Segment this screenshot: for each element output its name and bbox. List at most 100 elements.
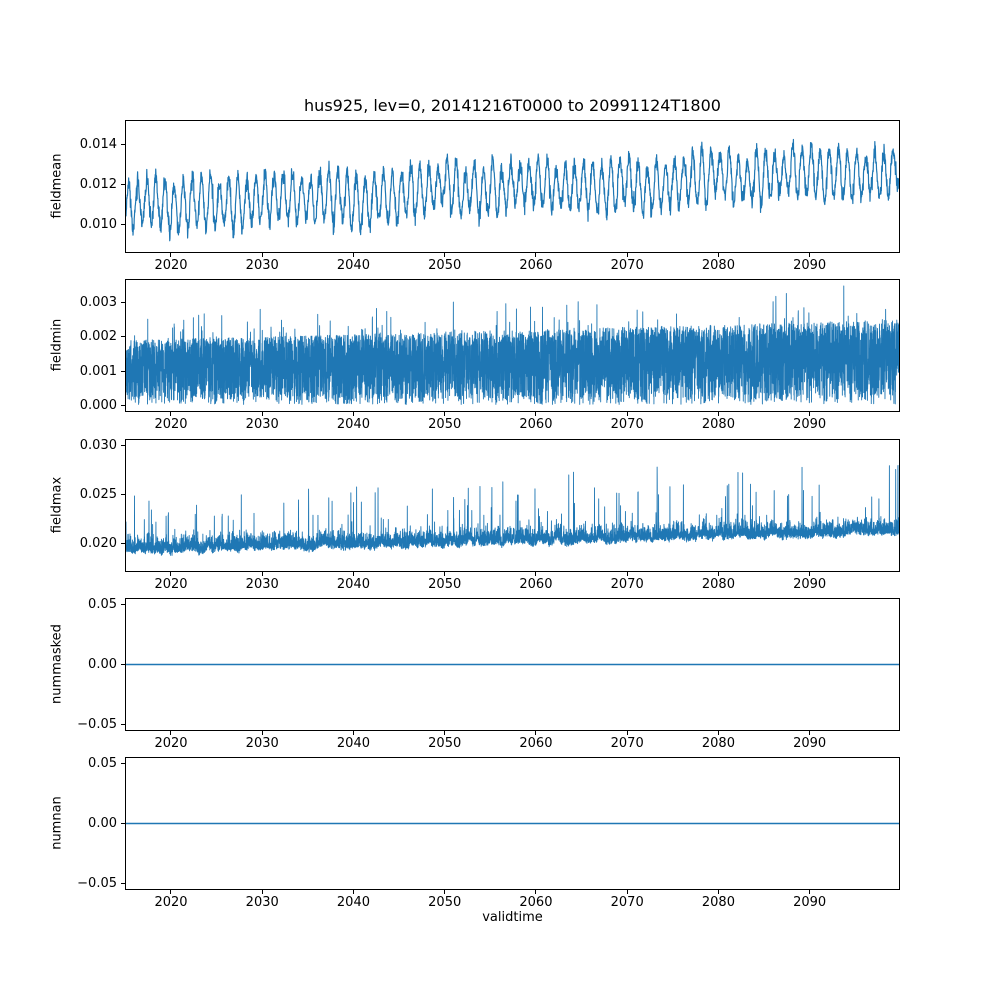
y-tick-label: 0.05: [88, 755, 117, 771]
x-tick-mark: [170, 731, 172, 735]
x-tick-label: 2070: [610, 577, 644, 592]
y-tick-label: −0.05: [77, 876, 117, 892]
x-tick-mark: [626, 731, 628, 735]
y-tick-mark: [121, 823, 125, 824]
line-plot-fieldmean: [126, 121, 899, 252]
x-tick-mark: [717, 412, 719, 416]
x-tick-mark: [444, 412, 446, 416]
x-tick-label: 2080: [701, 417, 735, 432]
x-tick-label: 2050: [428, 736, 462, 751]
x-tick-mark: [352, 731, 354, 735]
x-tick-mark: [809, 731, 811, 735]
x-tick-mark: [352, 890, 354, 894]
panel-fieldmin: fieldmin 0.000 0.001 0.002 0.003 2020 2030 204…: [0, 279, 1000, 432]
y-tick-mark: [121, 224, 125, 226]
x-tick-mark: [717, 572, 719, 576]
x-tick-mark: [444, 731, 446, 735]
y-tick-label: 0.000: [79, 398, 117, 414]
x-tick-mark: [352, 572, 354, 576]
x-tick-label: 2090: [793, 895, 827, 910]
x-tick-label: 2080: [701, 258, 735, 273]
x-tick-label: 2080: [701, 577, 735, 592]
y-tick-mark: [121, 445, 125, 447]
plot-area-fieldmax: [125, 439, 900, 572]
plot-area-nummasked: [125, 598, 900, 731]
x-tick-label: 2020: [154, 417, 188, 432]
x-tick-label: 2060: [519, 577, 553, 592]
y-tick-mark: [121, 543, 125, 545]
x-tick-mark: [809, 412, 811, 416]
x-tick-mark: [535, 890, 537, 894]
x-tick-mark: [170, 253, 172, 257]
y-tick-label: 0.003: [79, 294, 117, 310]
x-tick-mark: [626, 253, 628, 257]
panel-nummasked: nummasked −0.05 0.00 0.05 2020 2030 2040 2050 2…: [0, 596, 1000, 751]
line-plot-fieldmax: [126, 440, 899, 571]
x-tick-mark: [809, 890, 811, 894]
x-tick-mark: [170, 572, 172, 576]
x-tick-mark: [444, 572, 446, 576]
x-tick-mark: [626, 572, 628, 576]
x-tick-mark: [444, 890, 446, 894]
x-tick-label: 2090: [793, 736, 827, 751]
x-tick-label: 2030: [245, 258, 279, 273]
x-tick-mark: [717, 890, 719, 894]
line-plot-fieldmin: [126, 280, 899, 411]
y-tick-label: 0.05: [88, 596, 117, 612]
x-tick-mark: [261, 253, 263, 257]
x-tick-label: 2080: [701, 895, 735, 910]
y-tick-mark: [121, 336, 125, 338]
y-tick-mark: [121, 603, 125, 605]
x-tick-mark: [535, 572, 537, 576]
x-tick-label: 2070: [610, 736, 644, 751]
x-tick-label: 2050: [428, 577, 462, 592]
x-tick-mark: [261, 731, 263, 735]
x-tick-mark: [170, 890, 172, 894]
y-tick-mark: [121, 301, 125, 303]
figure-title: hus925, lev=0, 20141216T0000 to 20991124…: [304, 96, 721, 115]
x-tick-mark: [809, 572, 811, 576]
x-tick-mark: [261, 572, 263, 576]
x-tick-label: 2040: [336, 736, 370, 751]
y-tick-label: 0.014: [79, 136, 117, 152]
x-tick-label: 2060: [519, 736, 553, 751]
x-tick-label: 2020: [154, 895, 188, 910]
panel-fieldmax: fieldmax 0.020 0.025 0.030 2020 2030 2040 2050…: [0, 438, 1000, 592]
panel-fieldmean: fieldmean 0.010 0.012 0.014 2020 2030 2040 205…: [0, 120, 1000, 273]
y-tick-label: 0.025: [79, 487, 117, 503]
x-tick-label: 2050: [428, 895, 462, 910]
x-tick-label: 2070: [610, 258, 644, 273]
line-plot-numnan: [126, 758, 899, 889]
y-tick-mark: [121, 664, 125, 665]
y-tick-label: 0.00: [88, 657, 117, 672]
x-tick-mark: [170, 412, 172, 416]
x-axis-label: validtime: [482, 910, 543, 925]
x-tick-label: 2020: [154, 577, 188, 592]
y-tick-mark: [121, 724, 125, 726]
y-tick-label: 0.020: [79, 536, 117, 552]
y-tick-label: 0.030: [79, 438, 117, 454]
y-tick-label: 0.001: [79, 363, 117, 379]
y-tick-mark: [121, 883, 125, 885]
y-tick-label: 0.002: [79, 329, 117, 345]
x-tick-label: 2070: [610, 417, 644, 432]
y-axis-label-fieldmax: fieldmax: [49, 476, 65, 534]
y-tick-mark: [121, 370, 125, 372]
x-tick-label: 2090: [793, 577, 827, 592]
x-tick-label: 2060: [519, 895, 553, 910]
x-tick-label: 2070: [610, 895, 644, 910]
x-tick-label: 2040: [336, 577, 370, 592]
x-tick-label: 2090: [793, 417, 827, 432]
x-tick-label: 2040: [336, 417, 370, 432]
y-tick-mark: [121, 405, 125, 407]
x-tick-mark: [352, 253, 354, 257]
y-tick-label: 0.010: [79, 217, 117, 233]
x-tick-label: 2040: [336, 258, 370, 273]
x-tick-label: 2060: [519, 417, 553, 432]
x-tick-mark: [444, 253, 446, 257]
y-tick-mark: [121, 143, 125, 145]
x-tick-mark: [261, 412, 263, 416]
x-tick-label: 2050: [428, 417, 462, 432]
x-tick-label: 2040: [336, 895, 370, 910]
x-tick-label: 2030: [245, 417, 279, 432]
